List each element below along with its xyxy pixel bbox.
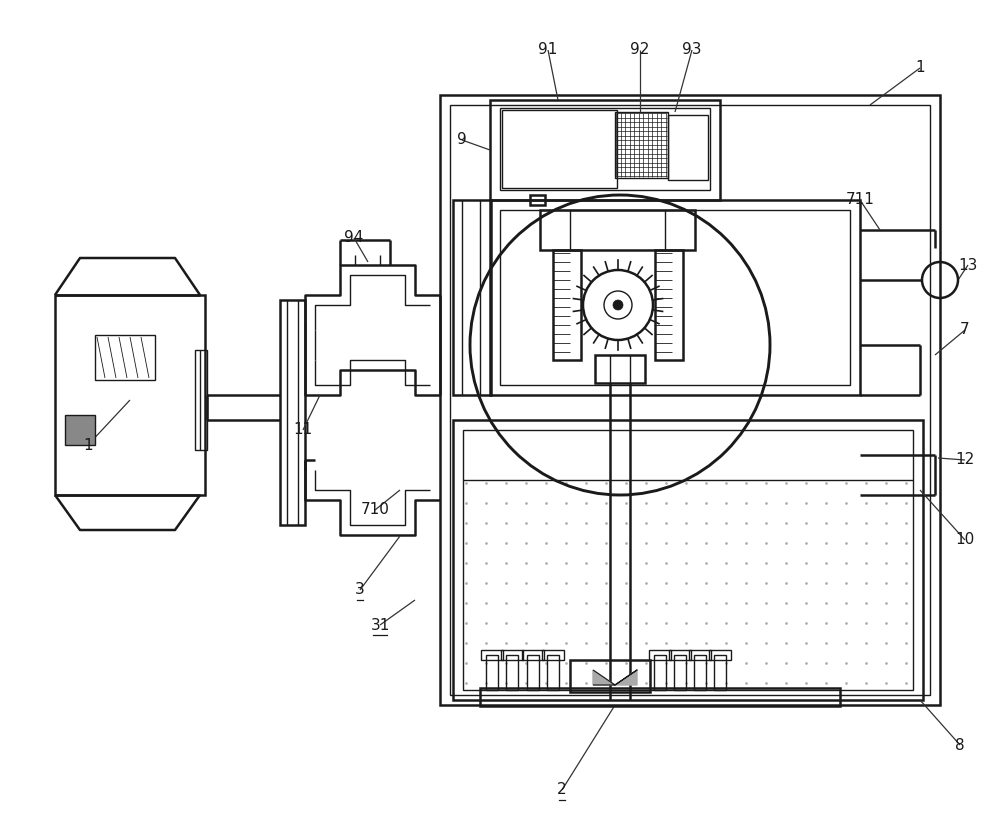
Bar [501, 650, 523, 660]
Bar [668, 115, 708, 180]
Bar [527, 655, 539, 690]
Text: 8: 8 [955, 738, 965, 753]
Bar [490, 100, 720, 200]
Text: 10: 10 [955, 533, 975, 547]
Text: 2: 2 [557, 783, 567, 798]
Polygon shape [593, 670, 615, 685]
Bar [502, 110, 617, 188]
Polygon shape [615, 670, 637, 685]
Bar [540, 210, 695, 250]
Text: 91: 91 [538, 43, 558, 57]
Bar [55, 295, 205, 495]
Bar [615, 112, 668, 178]
Bar [522, 650, 544, 660]
Bar [595, 355, 645, 383]
Bar [453, 420, 923, 700]
Bar [486, 655, 498, 690]
Bar [463, 430, 913, 690]
Circle shape [613, 300, 623, 310]
Bar [530, 195, 545, 205]
Bar [500, 210, 850, 385]
Text: 9: 9 [457, 133, 467, 147]
Bar [553, 250, 581, 360]
Bar [490, 200, 860, 395]
Bar [694, 655, 706, 690]
Bar [65, 415, 95, 445]
Text: 711: 711 [846, 192, 874, 208]
Bar [480, 688, 840, 706]
Bar [570, 660, 650, 692]
Bar [195, 350, 207, 450]
Bar [649, 650, 671, 660]
Bar [500, 108, 710, 190]
Text: 94: 94 [344, 231, 364, 245]
Bar [280, 300, 305, 525]
Bar [714, 655, 726, 690]
Text: 710: 710 [361, 502, 389, 518]
Bar [669, 650, 691, 660]
Bar [689, 650, 711, 660]
Text: 93: 93 [682, 43, 702, 57]
Bar [481, 650, 503, 660]
Text: 31: 31 [370, 618, 390, 632]
Bar [542, 650, 564, 660]
Text: 92: 92 [630, 43, 650, 57]
Bar [95, 335, 155, 380]
Bar [654, 655, 666, 690]
Text: 7: 7 [960, 322, 970, 338]
Bar [440, 95, 940, 705]
Text: 1: 1 [915, 61, 925, 75]
Text: 13: 13 [958, 258, 978, 272]
Text: 11: 11 [293, 423, 313, 438]
Text: 12: 12 [955, 452, 975, 468]
Bar [453, 200, 491, 395]
Text: 1: 1 [83, 438, 93, 452]
Bar [655, 250, 683, 360]
Bar [547, 655, 559, 690]
Bar [450, 105, 930, 695]
Bar [709, 650, 731, 660]
Text: 3: 3 [355, 582, 365, 597]
Bar [674, 655, 686, 690]
Bar [506, 655, 518, 690]
